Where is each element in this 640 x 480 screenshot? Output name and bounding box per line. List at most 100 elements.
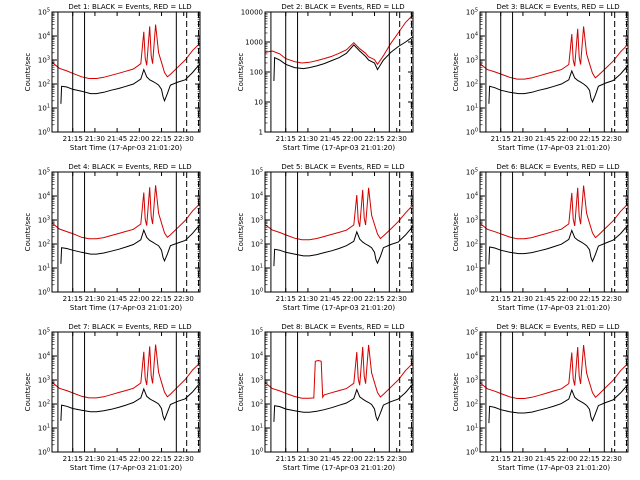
y-tick-label: 104 <box>38 32 50 41</box>
x-tick-label: 21:15 <box>63 455 83 463</box>
x-tick-label: 21:30 <box>85 135 105 143</box>
panel-title: Det 7: BLACK = Events, RED = LLD <box>68 323 191 331</box>
lld-series-line <box>265 187 413 241</box>
x-tick-label: 21:30 <box>298 135 318 143</box>
x-tick-label: 22:00 <box>342 135 362 143</box>
y-tick-label: 103 <box>38 376 50 385</box>
y-tick-label: 100 <box>38 128 50 137</box>
y-tick-label: 103 <box>251 376 263 385</box>
y-tick-label: 105 <box>38 8 50 17</box>
plot-frame <box>264 171 414 293</box>
y-tick-label: 103 <box>251 216 263 225</box>
x-tick-label: 21:15 <box>276 295 296 303</box>
lld-series-line <box>52 185 200 240</box>
panel-title: Det 5: BLACK = Events, RED = LLD <box>281 163 404 171</box>
y-tick-label: 104 <box>251 352 263 361</box>
x-tick-label: 22:15 <box>579 295 599 303</box>
y-tick-label: 104 <box>251 192 263 201</box>
x-axis-label: Start Time (17-Apr-03 21:01:20) <box>283 144 395 152</box>
plot-frame <box>479 11 629 133</box>
y-tick-label: 105 <box>251 168 263 177</box>
x-tick-label: 22:30 <box>602 295 622 303</box>
x-tick-label: 21:45 <box>535 455 555 463</box>
y-tick-label: 100 <box>250 69 263 77</box>
lld-series-line <box>265 14 413 66</box>
y-axis-label: Counts/sec <box>452 213 460 252</box>
x-tick-label: 21:45 <box>107 295 127 303</box>
y-tick-label: 100 <box>466 448 478 457</box>
panel-title: Det 4: BLACK = Events, RED = LLD <box>68 163 191 171</box>
x-tick-label: 22:15 <box>579 455 599 463</box>
x-tick-label: 21:30 <box>85 455 105 463</box>
y-tick-label: 102 <box>466 400 478 409</box>
x-tick-label: 21:30 <box>298 455 318 463</box>
x-tick-label: 22:15 <box>151 295 171 303</box>
y-axis-label: Counts/sec <box>452 373 460 412</box>
y-tick-label: 105 <box>38 328 50 337</box>
y-tick-label: 100 <box>466 288 478 297</box>
y-tick-label: 104 <box>466 192 478 201</box>
y-tick-label: 103 <box>38 216 50 225</box>
plot-frame <box>479 171 629 293</box>
x-tick-label: 22:00 <box>342 455 362 463</box>
x-tick-label: 21:30 <box>513 135 533 143</box>
x-tick-label: 21:45 <box>107 135 127 143</box>
y-tick-label: 103 <box>466 56 478 65</box>
x-tick-label: 22:00 <box>342 295 362 303</box>
y-tick-label: 102 <box>251 240 263 249</box>
x-tick-label: 22:30 <box>602 135 622 143</box>
lld-series-line <box>52 24 200 79</box>
events-series-line <box>488 64 628 104</box>
x-tick-label: 21:45 <box>320 455 340 463</box>
x-tick-label: 22:15 <box>364 455 384 463</box>
x-tick-label: 21:30 <box>85 295 105 303</box>
y-tick-label: 105 <box>251 328 263 337</box>
lld-series-line <box>52 344 200 399</box>
x-axis-label: Start Time (17-Apr-03 21:01:20) <box>498 304 610 312</box>
y-tick-label: 102 <box>466 80 478 89</box>
x-tick-label: 22:00 <box>557 455 577 463</box>
y-axis-label: Counts/sec <box>24 53 32 92</box>
x-tick-label: 22:30 <box>602 455 622 463</box>
y-tick-label: 10000 <box>241 9 263 17</box>
x-tick-label: 21:30 <box>513 455 533 463</box>
plot-frame <box>264 11 414 133</box>
x-tick-label: 21:15 <box>63 135 83 143</box>
x-axis-label: Start Time (17-Apr-03 21:01:20) <box>283 304 395 312</box>
x-tick-label: 22:30 <box>174 455 194 463</box>
y-tick-label: 102 <box>466 240 478 249</box>
y-tick-label: 101 <box>466 424 478 433</box>
y-tick-label: 104 <box>466 352 478 361</box>
y-tick-label: 101 <box>466 264 478 273</box>
y-tick-label: 102 <box>251 400 263 409</box>
plot-frame <box>51 331 201 453</box>
y-tick-label: 103 <box>466 376 478 385</box>
y-axis-label: Counts/sec <box>24 213 32 252</box>
x-axis-label: Start Time (17-Apr-03 21:01:20) <box>283 464 395 472</box>
events-series-line <box>60 63 200 104</box>
y-tick-label: 104 <box>466 32 478 41</box>
x-tick-label: 21:45 <box>320 295 340 303</box>
y-tick-label: 100 <box>251 288 263 297</box>
y-tick-label: 102 <box>38 400 50 409</box>
x-tick-label: 22:00 <box>129 135 149 143</box>
y-tick-label: 101 <box>251 424 263 433</box>
panel-title: Det 2: BLACK = Events, RED = LLD <box>281 3 404 11</box>
y-axis-label: Counts/sec <box>24 373 32 412</box>
y-tick-label: 101 <box>38 264 50 273</box>
y-axis-label: Counts/sec <box>452 53 460 92</box>
panel-5: Det 5: BLACK = Events, RED = LLD 21:15 21:… <box>237 163 414 312</box>
x-tick-label: 21:15 <box>276 455 296 463</box>
events-series-line <box>273 225 413 267</box>
y-tick-label: 102 <box>38 240 50 249</box>
x-tick-label: 22:15 <box>364 135 384 143</box>
lld-series-line <box>480 26 628 80</box>
x-tick-label: 21:15 <box>491 455 511 463</box>
events-series-line <box>488 224 628 265</box>
x-tick-label: 22:00 <box>557 135 577 143</box>
x-tick-label: 22:00 <box>129 455 149 463</box>
x-axis-label: Start Time (17-Apr-03 21:01:20) <box>498 464 610 472</box>
